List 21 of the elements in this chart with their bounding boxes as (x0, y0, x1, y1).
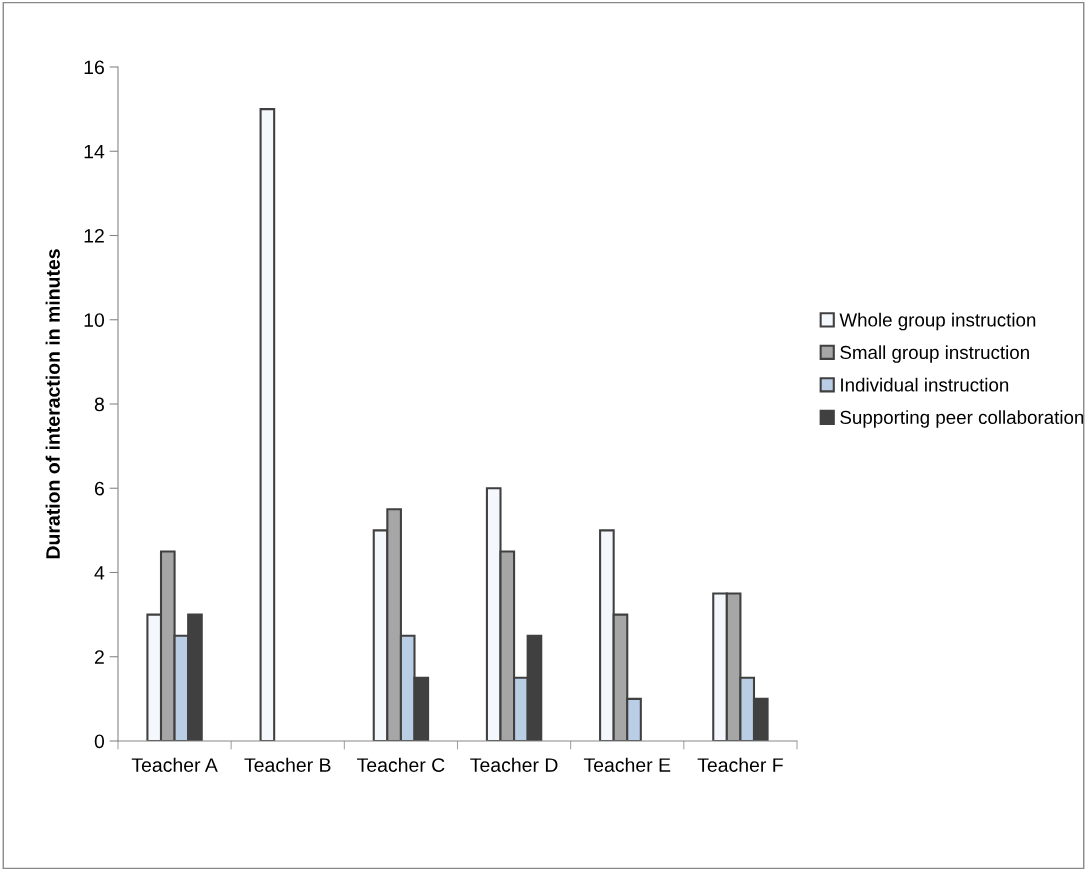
legend-label: Individual instruction (841, 377, 1009, 392)
y-tick-label: 4 (94, 566, 105, 580)
y-tick-label: 0 (94, 734, 105, 749)
y-axis-title: Duration of interaction in minutes (45, 249, 60, 559)
x-tick-label: Teacher A (131, 757, 218, 772)
legend-label: Supporting peer collaboration (840, 410, 1084, 428)
y-tick-label: 8 (94, 397, 104, 412)
y-tick-label: 6 (94, 481, 104, 496)
legend-label: Whole group instruction (839, 312, 1036, 331)
y-tick-label: 10 (84, 313, 105, 327)
bar (259, 108, 276, 741)
x-tick-label: Teacher F (697, 757, 783, 772)
y-tick-label: 16 (84, 60, 104, 75)
x-tick-label: Teacher C (357, 757, 445, 772)
legend-label: Small group instruction (840, 345, 1029, 363)
x-tick-label: Teacher B (244, 757, 331, 772)
x-tick-label: Teacher E (583, 757, 671, 772)
y-tick-label: 2 (94, 650, 104, 664)
y-tick-label: 12 (84, 228, 104, 243)
y-tick-label: 14 (84, 144, 105, 159)
x-tick-label: Teacher D (470, 757, 558, 772)
